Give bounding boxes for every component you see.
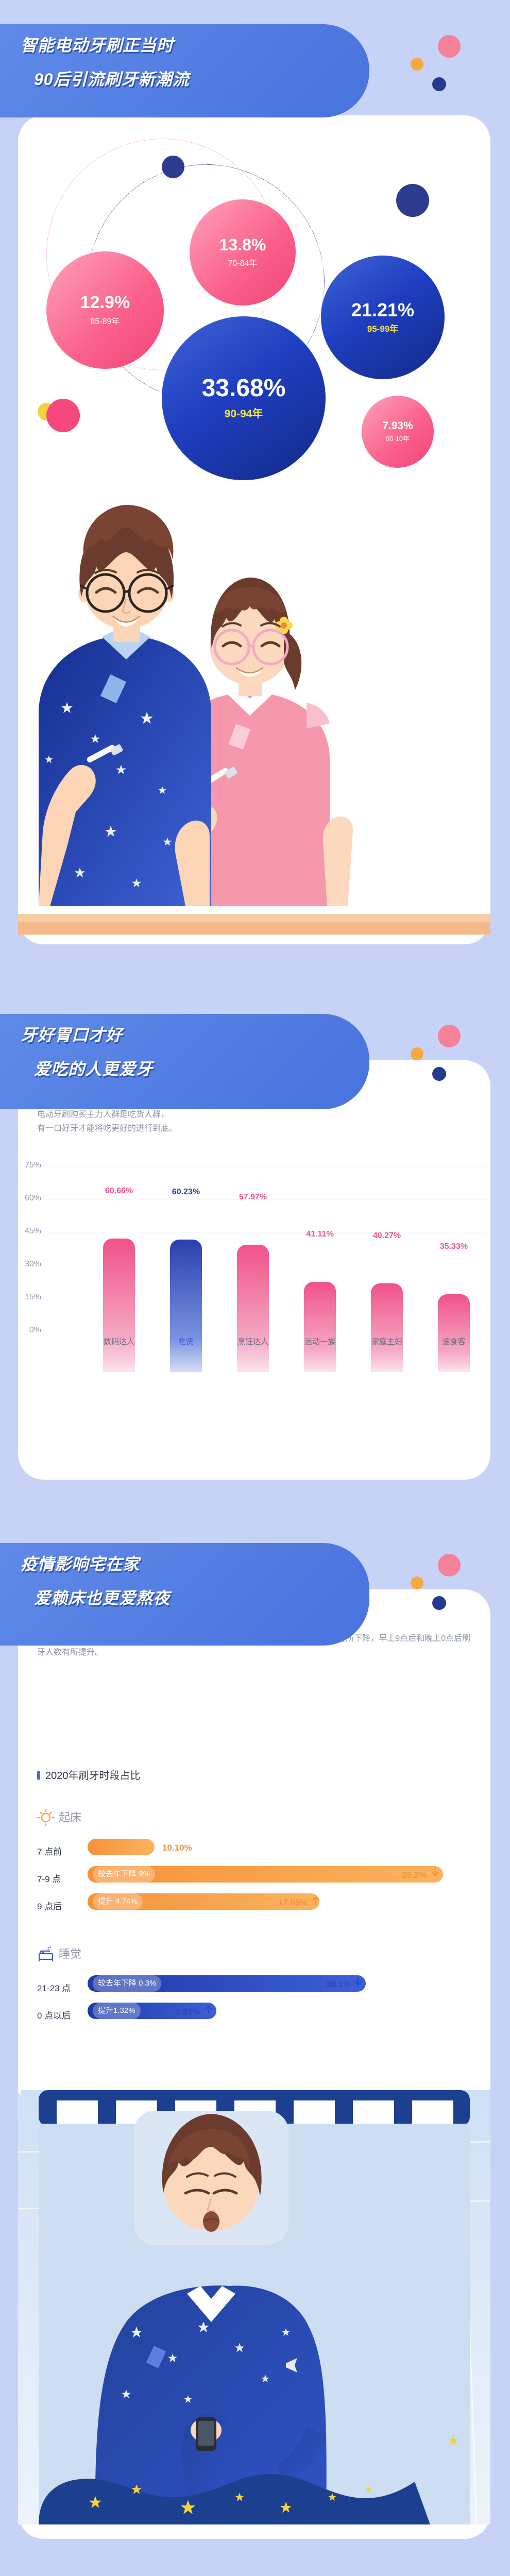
svg-text:z: z (50, 1946, 52, 1949)
